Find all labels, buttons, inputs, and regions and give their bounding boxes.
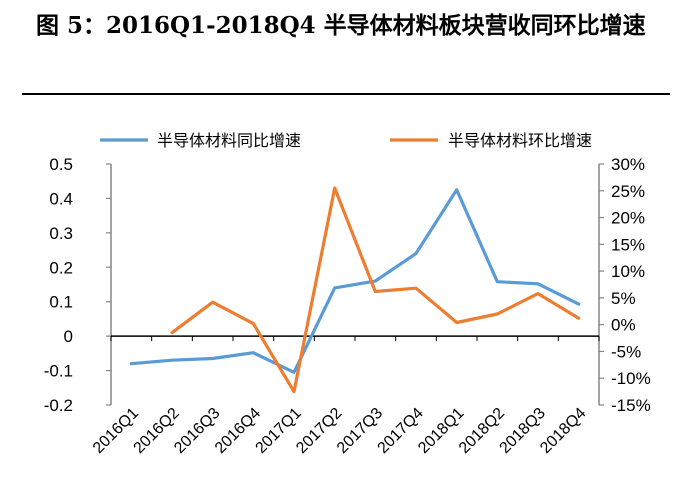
left-y-tick-label: 0.4 [49,189,73,208]
right-y-tick-label: 10% [611,262,645,281]
left-y-tick-label: 0 [64,327,73,346]
legend-label-2: 半导体材料环比增速 [448,131,592,150]
right-y-tick-label: -10% [611,369,651,388]
title-rule [22,93,670,95]
x-tick-label: 2018Q4 [537,405,589,457]
chart-title: 图 5：2016Q1-2018Q4 半导体材料板块营收同环比增速 [36,12,646,39]
series-line-1 [129,188,581,374]
right-y-tick-label: 25% [611,182,645,201]
left-y-tick-label: 0.2 [49,258,73,277]
legend-label-1: 半导体材料同比增速 [157,131,301,150]
right-y-tick-label: -15% [611,396,651,415]
left-y-tick-label: 0.5 [49,155,73,174]
left-y-tick-label: 0.3 [49,224,73,243]
left-y-tick-label: 0.1 [49,293,73,312]
right-y-tick-label: 30% [611,155,645,174]
left-y-tick-label: -0.1 [44,362,73,381]
right-y-tick-label: 20% [611,209,645,228]
chart-legend: 半导体材料同比增速 半导体材料环比增速 [100,131,592,150]
right-y-tick-label: -5% [611,342,641,361]
left-y-tick-label: -0.2 [44,396,73,415]
right-y-tick-label: 15% [611,235,645,254]
right-y-tick-label: 0% [611,316,636,335]
series-line-2 [170,186,581,394]
chart-series [129,186,581,394]
right-y-tick-label: 5% [611,289,636,308]
